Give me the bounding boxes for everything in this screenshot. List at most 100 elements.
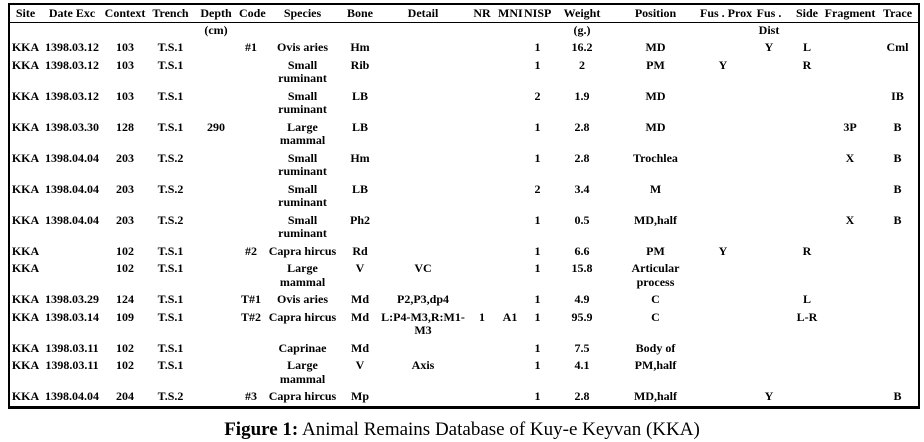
table-cell: B (893, 150, 902, 165)
table-cell: Articular process (631, 261, 680, 289)
table-cell: L (802, 292, 811, 306)
table-cell (467, 88, 497, 119)
table-cell: 1 (534, 261, 541, 275)
table-cell (379, 57, 467, 88)
column-header-line2: (cm) (204, 22, 228, 37)
table-cell: KKA (11, 57, 40, 72)
table-cell: T.S.1 (157, 243, 184, 258)
column-header: Bone (341, 4, 379, 39)
table-cell (791, 340, 823, 358)
table-cell (194, 291, 238, 309)
table-cell (699, 119, 747, 150)
table-cell (194, 340, 238, 358)
table-cell: KKA (11, 88, 40, 103)
table-cell (379, 150, 467, 181)
table-row: KKA 102 T.S.1 Large mammal V VC 1 15.8 Articular… (9, 260, 919, 291)
table-cell: 1 (534, 150, 541, 165)
table-cell: IB (891, 88, 904, 103)
table-cell (238, 57, 264, 88)
table-cell (791, 181, 823, 212)
header-divider-line (8, 22, 918, 23)
table-cell: Ovis aries (277, 292, 328, 306)
table-cell: Small ruminant (278, 181, 327, 209)
table-cell (194, 88, 238, 119)
table-cell: 1 (534, 119, 541, 134)
table-cell (379, 88, 467, 119)
table-cell: T#2 (240, 309, 261, 324)
table-cell (747, 212, 791, 243)
table-cell (238, 88, 264, 119)
table-cell: LB (351, 88, 368, 103)
table-cell (194, 181, 238, 212)
column-header: Detail (379, 4, 467, 39)
table-cell: M (649, 181, 662, 196)
table-cell: X (845, 212, 855, 227)
table-cell: X (845, 150, 855, 165)
table-cell (467, 260, 497, 291)
table-cell: MD (645, 40, 666, 54)
table-cell: Body of (635, 340, 676, 355)
column-header-line1: NISP (524, 6, 552, 20)
animal-remains-table: Site Date Exc Context Trench Depth (cm) Code Sp… (8, 3, 920, 409)
table-cell: 128 (116, 119, 134, 134)
table-cell (467, 212, 497, 243)
column-header-line2: Dist (758, 22, 780, 37)
column-header-line1: Site (15, 6, 36, 20)
table-cell (467, 291, 497, 309)
table-cell: Y (718, 57, 728, 72)
table-cell (823, 181, 877, 212)
table-cell (379, 212, 467, 243)
table-cell (194, 57, 238, 88)
table-cell: 290 (207, 119, 225, 134)
table-cell: 102 (116, 358, 134, 372)
table-cell (41, 260, 103, 291)
table-cell: T.S.1 (157, 340, 184, 355)
column-header-line1: Species (283, 6, 322, 20)
table-cell: 1 (534, 389, 541, 403)
column-header: Fus . Dist (747, 4, 791, 39)
table-cell: 124 (116, 292, 134, 306)
column-header-line1: Date Exc (48, 6, 96, 20)
table-cell: 1 (479, 309, 485, 324)
table-cell: Trochlea (633, 150, 678, 165)
table-cell: 1 (534, 309, 541, 324)
table-cell: C (651, 309, 660, 324)
table-cell (379, 340, 467, 358)
table-cell: T.S.2 (157, 150, 184, 165)
table-cell: Small ruminant (278, 150, 327, 178)
table-cell: T.S.1 (157, 88, 184, 103)
table-cell: L:P4-M3,R:M1-M3 (381, 309, 465, 337)
table-cell: KKA (11, 292, 40, 306)
table-cell: 102 (116, 261, 134, 275)
column-header: Context (103, 4, 147, 39)
column-header: Date Exc (41, 4, 103, 39)
table-cell: T.S.1 (157, 358, 184, 372)
table-cell (699, 88, 747, 119)
table-cell (194, 388, 238, 407)
table-cell: #1 (245, 40, 257, 54)
table-cell (791, 88, 823, 119)
table-cell (497, 388, 523, 407)
table-cell (823, 39, 877, 57)
table-cell: 2 (579, 57, 585, 72)
table-cell (823, 88, 877, 119)
table-cell (823, 260, 877, 291)
table-cell: PM,half (634, 358, 677, 372)
table-cell (699, 340, 747, 358)
table-cell: 1 (534, 40, 541, 54)
table-cell: 4.9 (574, 292, 590, 306)
table-cell: 2 (534, 181, 541, 196)
table-row: KKA 1398.03.11 102 T.S.1 Large mammal V Axis 1 4… (9, 357, 919, 388)
table-cell (41, 243, 103, 261)
table-row: KKA 1398.03.12 103 T.S.1 Small ruminant Rib 1 2… (9, 57, 919, 88)
table-cell (497, 260, 523, 291)
table-cell: A1 (502, 309, 518, 324)
table-cell: 1 (534, 358, 541, 372)
table-cell (379, 119, 467, 150)
table-cell (823, 243, 877, 261)
table-cell: B (893, 119, 902, 134)
table-row: KKA 102 T.S.1 #2 Capra hircus Rd 1 6.6 PM Y R (9, 243, 919, 261)
table-cell (194, 243, 238, 261)
table-cell: B (893, 389, 902, 403)
column-header-line1: Fragment (824, 6, 876, 20)
